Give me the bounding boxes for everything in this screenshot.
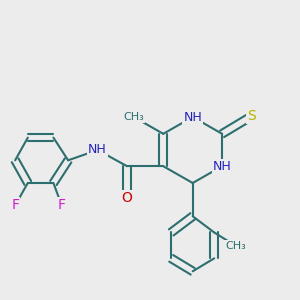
Text: NH: NH [183, 110, 202, 124]
Text: S: S [247, 109, 256, 123]
Text: NH: NH [88, 143, 107, 157]
Text: NH: NH [213, 160, 232, 173]
Text: CH₃: CH₃ [225, 241, 246, 251]
Text: F: F [58, 198, 66, 212]
Text: CH₃: CH₃ [123, 112, 144, 122]
Text: O: O [122, 191, 133, 205]
Text: F: F [11, 198, 19, 212]
